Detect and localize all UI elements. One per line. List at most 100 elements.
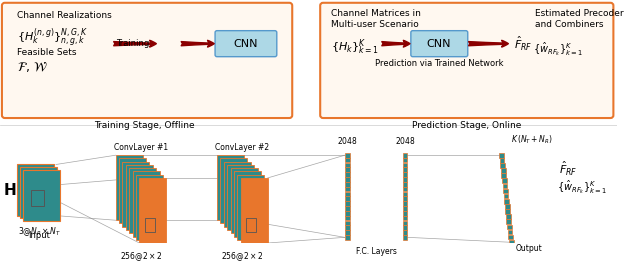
- FancyBboxPatch shape: [20, 167, 57, 219]
- FancyBboxPatch shape: [215, 31, 276, 57]
- FancyBboxPatch shape: [241, 178, 268, 243]
- Text: ConvLayer #2: ConvLayer #2: [215, 143, 269, 152]
- FancyBboxPatch shape: [505, 204, 509, 209]
- Text: $2048$: $2048$: [395, 135, 415, 146]
- Text: Input: Input: [29, 231, 51, 241]
- FancyBboxPatch shape: [508, 235, 513, 239]
- FancyBboxPatch shape: [507, 225, 512, 229]
- FancyBboxPatch shape: [345, 221, 349, 225]
- Text: $\hat{F}_{RF}$: $\hat{F}_{RF}$: [559, 160, 578, 178]
- Text: $\{\hat{w}_{RF_k}\}_{k=1}^{K}$: $\{\hat{w}_{RF_k}\}_{k=1}^{K}$: [557, 179, 608, 196]
- Text: Multi-user Scenario: Multi-user Scenario: [331, 19, 419, 29]
- FancyBboxPatch shape: [122, 162, 150, 227]
- Text: $256@2 \times 2$: $256@2 \times 2$: [120, 250, 163, 262]
- FancyBboxPatch shape: [499, 153, 504, 157]
- Text: Prediction Stage, Online: Prediction Stage, Online: [412, 121, 522, 130]
- Text: and Combiners: and Combiners: [535, 19, 604, 29]
- FancyBboxPatch shape: [224, 162, 251, 227]
- FancyBboxPatch shape: [129, 168, 156, 233]
- FancyBboxPatch shape: [403, 182, 408, 187]
- FancyBboxPatch shape: [345, 206, 349, 211]
- FancyBboxPatch shape: [345, 187, 349, 191]
- Text: $\hat{F}_{RF}$: $\hat{F}_{RF}$: [514, 34, 532, 53]
- FancyBboxPatch shape: [502, 184, 508, 188]
- FancyBboxPatch shape: [132, 171, 159, 237]
- Text: $\mathbf{H}$: $\mathbf{H}$: [3, 182, 17, 198]
- FancyBboxPatch shape: [345, 158, 349, 162]
- FancyBboxPatch shape: [345, 162, 349, 167]
- FancyBboxPatch shape: [230, 168, 257, 233]
- FancyBboxPatch shape: [345, 230, 349, 235]
- FancyBboxPatch shape: [345, 235, 349, 240]
- FancyBboxPatch shape: [501, 173, 506, 178]
- FancyBboxPatch shape: [220, 159, 248, 223]
- FancyBboxPatch shape: [403, 177, 408, 182]
- Text: CNN: CNN: [234, 39, 258, 49]
- FancyBboxPatch shape: [403, 211, 408, 216]
- FancyBboxPatch shape: [504, 199, 509, 204]
- Text: CNN: CNN: [427, 39, 451, 49]
- Text: F.C. Layers: F.C. Layers: [356, 247, 397, 256]
- Text: Channel Matrices in: Channel Matrices in: [331, 9, 420, 18]
- FancyBboxPatch shape: [504, 194, 508, 198]
- FancyBboxPatch shape: [403, 225, 408, 230]
- Text: Training: Training: [116, 39, 150, 48]
- FancyBboxPatch shape: [345, 201, 349, 206]
- Text: Feasible Sets: Feasible Sets: [17, 48, 77, 57]
- FancyBboxPatch shape: [345, 211, 349, 216]
- Text: Output: Output: [516, 244, 543, 253]
- FancyBboxPatch shape: [217, 155, 244, 220]
- FancyBboxPatch shape: [227, 165, 254, 230]
- FancyBboxPatch shape: [403, 192, 408, 196]
- Text: ConvLayer #1: ConvLayer #1: [114, 143, 168, 152]
- Text: $\{\hat{w}_{RF_k}\}_{k=1}^{K}$: $\{\hat{w}_{RF_k}\}_{k=1}^{K}$: [533, 41, 584, 58]
- FancyBboxPatch shape: [320, 3, 613, 118]
- FancyBboxPatch shape: [403, 230, 408, 235]
- FancyBboxPatch shape: [411, 31, 468, 57]
- FancyBboxPatch shape: [403, 216, 408, 220]
- FancyBboxPatch shape: [345, 182, 349, 187]
- FancyBboxPatch shape: [345, 196, 349, 201]
- FancyBboxPatch shape: [345, 172, 349, 177]
- FancyBboxPatch shape: [403, 167, 408, 172]
- FancyBboxPatch shape: [140, 178, 166, 243]
- FancyBboxPatch shape: [126, 165, 153, 230]
- FancyBboxPatch shape: [403, 206, 408, 211]
- FancyBboxPatch shape: [506, 219, 511, 224]
- FancyBboxPatch shape: [237, 175, 264, 240]
- FancyBboxPatch shape: [403, 153, 408, 157]
- FancyBboxPatch shape: [136, 175, 163, 240]
- FancyBboxPatch shape: [506, 209, 510, 214]
- FancyBboxPatch shape: [116, 155, 143, 220]
- FancyBboxPatch shape: [234, 171, 261, 237]
- FancyBboxPatch shape: [119, 159, 146, 223]
- FancyBboxPatch shape: [345, 225, 349, 230]
- FancyBboxPatch shape: [508, 230, 513, 234]
- FancyBboxPatch shape: [345, 216, 349, 220]
- Text: $3@N_R \times N_T$: $3@N_R \times N_T$: [18, 225, 61, 238]
- FancyBboxPatch shape: [403, 201, 408, 206]
- FancyBboxPatch shape: [345, 192, 349, 196]
- FancyBboxPatch shape: [502, 178, 507, 183]
- FancyBboxPatch shape: [403, 235, 408, 240]
- FancyBboxPatch shape: [506, 214, 511, 219]
- Text: $2048$: $2048$: [337, 135, 358, 146]
- FancyBboxPatch shape: [345, 167, 349, 172]
- FancyBboxPatch shape: [403, 162, 408, 167]
- Text: Estimated Precoder: Estimated Precoder: [535, 9, 624, 18]
- FancyBboxPatch shape: [17, 165, 54, 216]
- FancyBboxPatch shape: [403, 221, 408, 225]
- FancyBboxPatch shape: [500, 163, 505, 168]
- FancyBboxPatch shape: [500, 158, 504, 163]
- FancyBboxPatch shape: [509, 240, 513, 244]
- FancyBboxPatch shape: [403, 158, 408, 162]
- Text: Training Stage, Offline: Training Stage, Offline: [94, 121, 195, 130]
- FancyBboxPatch shape: [403, 172, 408, 177]
- Text: Prediction via Trained Network: Prediction via Trained Network: [374, 59, 503, 68]
- Text: $\mathcal{F},\, \mathcal{W}$: $\mathcal{F},\, \mathcal{W}$: [17, 61, 49, 74]
- Text: Channel Realizations: Channel Realizations: [17, 11, 112, 20]
- FancyBboxPatch shape: [345, 153, 349, 157]
- FancyBboxPatch shape: [501, 168, 506, 173]
- Text: $K\,(N_T + N_R)$: $K\,(N_T + N_R)$: [511, 133, 553, 146]
- FancyBboxPatch shape: [345, 177, 349, 182]
